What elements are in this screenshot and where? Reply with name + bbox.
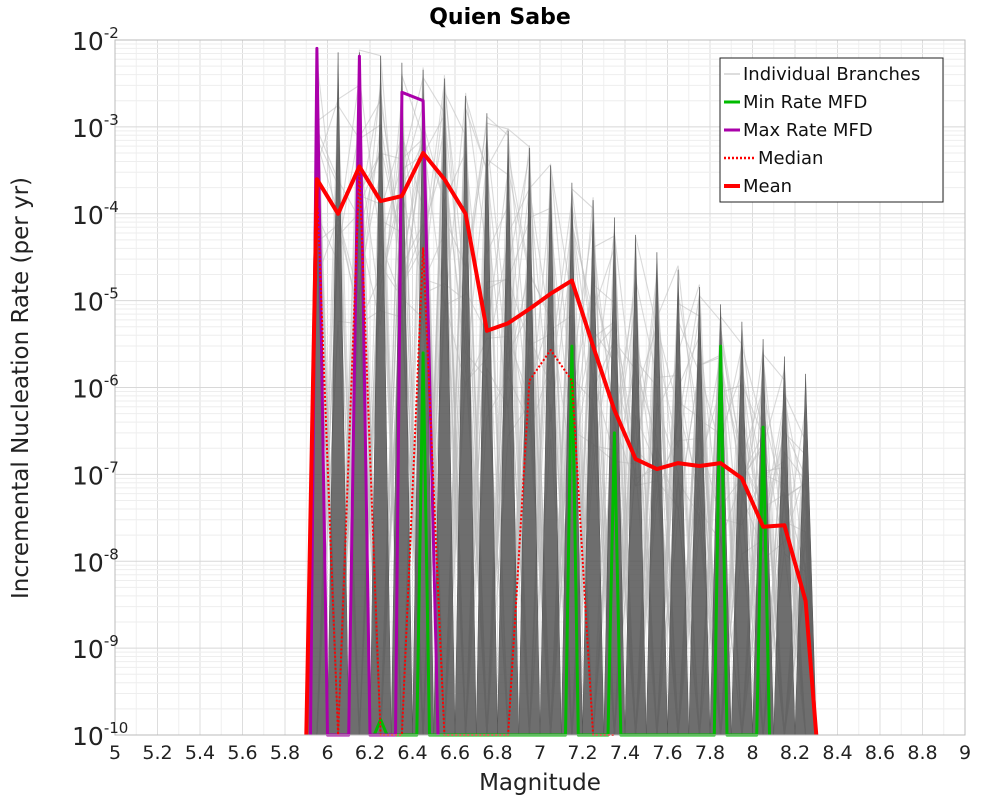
grid-layer — [114, 39, 966, 736]
x-tick-label: 8.2 — [780, 742, 810, 764]
x-tick-label: 7 — [534, 742, 546, 764]
series-mean — [304, 151, 819, 736]
series-median — [305, 171, 615, 736]
legend-box — [719, 57, 944, 203]
series-max-rate-mfd — [309, 46, 440, 737]
x-axis-label: Magnitude — [479, 770, 601, 796]
y-axis-label: Incremental Nucleation Rate (per yr) — [8, 177, 34, 599]
x-tick-label: 6.6 — [440, 742, 470, 764]
x-tick-label: 5.4 — [185, 742, 215, 764]
y-tick-label: 10-3 — [72, 111, 119, 143]
y-tick-label: 10-9 — [72, 632, 119, 664]
legend-label: Min Rate MFD — [743, 92, 867, 113]
y-tick-label: 10-10 — [72, 719, 128, 751]
y-tick-label: 10-6 — [72, 372, 119, 404]
x-tick-label: 5.2 — [142, 742, 172, 764]
x-tick-label: 8.4 — [822, 742, 852, 764]
legend-label: Max Rate MFD — [743, 120, 873, 141]
legend-label: Median — [758, 148, 823, 169]
x-tick-label: 8 — [746, 742, 758, 764]
legend-label: Mean — [743, 176, 792, 197]
x-tick-label: 5.8 — [270, 742, 300, 764]
x-tick-label: 6.4 — [397, 742, 427, 764]
axis-layer: 5 5.2 5.4 5.6 5.8 6 6.2 6.4 6.6 6.8 7 7.2 7.4 7.6 7.8 8… — [72, 24, 971, 764]
chart-title: Quien Sabe — [429, 5, 571, 30]
y-tick-label: 10-2 — [72, 24, 119, 56]
x-tick-label: 6 — [321, 742, 333, 764]
x-tick-label: 8.8 — [907, 742, 937, 764]
y-tick-label: 10-8 — [72, 545, 119, 577]
legend-label: Individual Branches — [743, 64, 920, 85]
x-tick-label: 7.6 — [652, 742, 682, 764]
x-tick-label: 5 — [109, 742, 121, 764]
x-tick-label: 8.6 — [865, 742, 895, 764]
y-tick-label: 10-4 — [72, 198, 119, 230]
x-tick-label: 7.8 — [695, 742, 725, 764]
x-tick-label: 6.2 — [355, 742, 385, 764]
x-tick-label: 5.6 — [227, 742, 257, 764]
x-tick-label: 7.4 — [610, 742, 640, 764]
x-tick-label: 9 — [959, 742, 971, 764]
plot-frame — [114, 39, 966, 736]
legend: Individual Branches Min Rate MFD Max Rate … — [719, 57, 944, 203]
x-tick-label: 7.2 — [567, 742, 597, 764]
y-tick-label: 10-7 — [72, 458, 119, 490]
y-tick-label: 10-5 — [72, 285, 119, 317]
x-tick-label: 6.8 — [482, 742, 512, 764]
